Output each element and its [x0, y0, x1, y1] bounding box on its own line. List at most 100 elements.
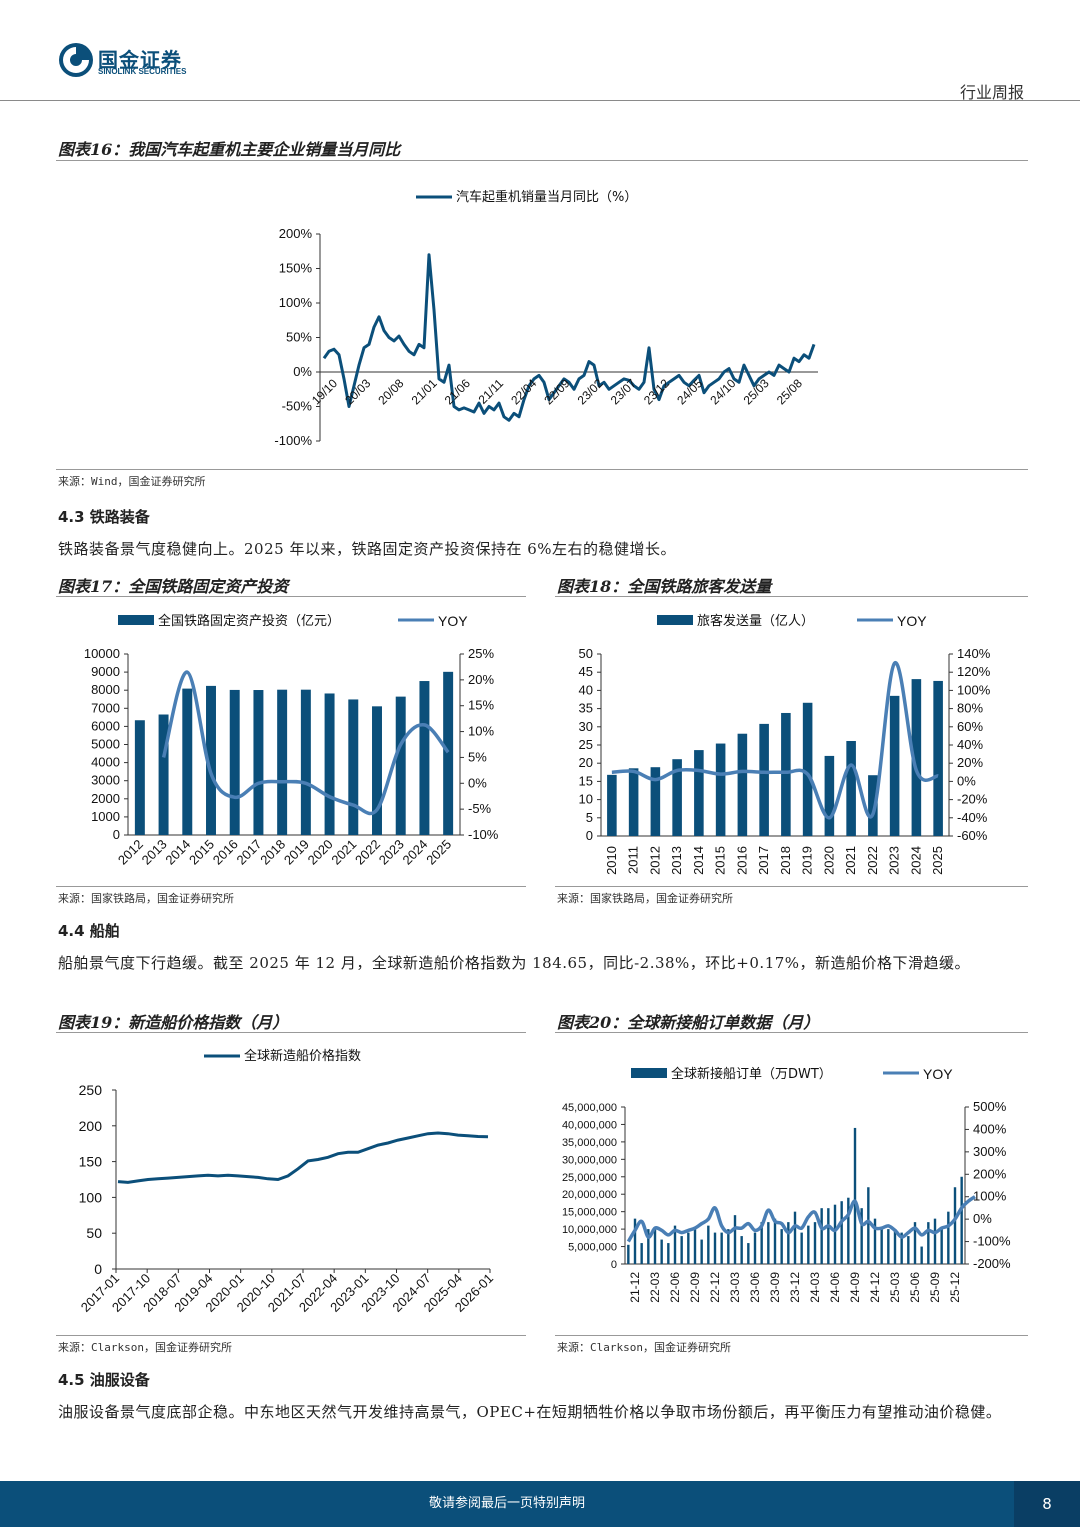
x-tick-label: 22-03	[648, 1272, 662, 1303]
y-right-tick-label: 500%	[973, 1099, 1007, 1114]
bar	[933, 1218, 937, 1264]
fig17-source-rule	[56, 886, 526, 887]
bar	[887, 1229, 890, 1264]
bar	[889, 695, 900, 836]
section-4-3-text: 铁路装备景气度稳健向上。2025 年以来，铁路固定资产投资保持在 6%左右的稳健…	[58, 540, 677, 558]
y-right-tick-label: -20%	[957, 792, 988, 807]
y-right-tick-label: 100%	[973, 1189, 1007, 1204]
bar	[348, 699, 359, 835]
legend-label: 全球新造船价格指数	[244, 1048, 361, 1064]
x-tick-label: 2015	[186, 837, 217, 868]
bar	[672, 759, 682, 836]
fig18-source-rule	[555, 886, 1028, 887]
bar	[737, 733, 748, 836]
bar	[846, 740, 856, 836]
fig20-chart: 全球新接船订单（万DWT） YOY 45,000,000 40,000,000 35,0…	[562, 1066, 1011, 1303]
bar	[940, 1229, 943, 1264]
bar	[868, 775, 878, 836]
bar	[660, 1239, 663, 1264]
bar	[927, 1222, 930, 1264]
bar	[647, 1229, 650, 1264]
y-left-tick-label: 20	[579, 755, 593, 770]
fig20-source: 来源：Clarkson，国金证券研究所	[557, 1341, 731, 1354]
y-right-tick-label: -5%	[468, 801, 492, 816]
bar	[607, 774, 617, 836]
y-right-tick-label: -40%	[957, 810, 988, 825]
bar	[747, 1243, 750, 1264]
bar	[182, 688, 193, 835]
x-tick-label: 25/03	[741, 376, 772, 407]
x-tick-label: 24-06	[828, 1272, 842, 1303]
x-tick-label: 2018	[778, 846, 793, 875]
fig16-rule	[56, 160, 1028, 161]
fig18-rule	[555, 596, 1028, 597]
x-tick-label: 2024	[399, 837, 430, 868]
bar	[833, 1204, 837, 1264]
y-left-tick-label: 9000	[91, 664, 120, 679]
y-left-tick-label: 3000	[91, 773, 120, 788]
bar	[372, 706, 382, 835]
legend-label-bar: 全球新接船订单（万DWT）	[671, 1066, 832, 1082]
y-tick-label: 200%	[279, 226, 313, 241]
x-tick-label: 2021	[328, 837, 359, 868]
bar	[824, 755, 835, 836]
legend-label-line: YOY	[897, 613, 927, 629]
bar	[759, 723, 769, 836]
fig19-source-rule	[56, 1335, 526, 1336]
footer-disclaimer[interactable]: 敬请参阅最后一页特别声明	[428, 1496, 585, 1511]
fig16-chart: 汽车起重机销量当月同比（%） 200% 150% 100% 50% 0% -50% -100%…	[274, 189, 818, 448]
y-left-tick-label: 30,000,000	[562, 1154, 617, 1166]
x-tick-label: 22-06	[668, 1272, 682, 1303]
y-right-tick-label: -10%	[468, 827, 499, 842]
fig16-title: 图表16：我国汽车起重机主要企业销量当月同比	[58, 140, 401, 159]
bar	[627, 1244, 630, 1264]
y-left-tick-label: 40,000,000	[562, 1119, 617, 1131]
x-tick-label: 2013	[669, 846, 684, 875]
fig18-chart: 旅客发送量（亿人） YOY50454035302520151050140%120%…	[579, 613, 991, 875]
fig19-source: 来源：Clarkson，国金证券研究所	[58, 1341, 232, 1354]
bar	[913, 1222, 917, 1264]
x-tick-label: 20/08	[375, 376, 406, 407]
bar	[277, 689, 288, 835]
y-left-tick-label: 0	[611, 1259, 617, 1271]
logo-icon	[59, 43, 93, 77]
x-tick-label: 2025	[423, 837, 454, 868]
bar	[780, 1229, 783, 1264]
y-left-tick-label: 10	[579, 792, 593, 807]
report-type: 行业周报	[959, 83, 1024, 102]
y-left-tick-label: 25,000,000	[562, 1172, 617, 1184]
bar	[907, 1236, 910, 1264]
x-tick-label: 25/08	[774, 376, 805, 407]
yoy-line	[161, 670, 450, 816]
y-left-tick-label: 1000	[91, 809, 120, 824]
y-tick-label: 100%	[279, 295, 313, 310]
fig19-chart: 全球新造船价格指数2502001501005002017-012017-1020…	[78, 1048, 496, 1315]
y-tick-label: 50	[86, 1225, 102, 1241]
bar	[760, 1222, 763, 1264]
bar	[680, 1236, 683, 1264]
yoy-line	[626, 1195, 976, 1243]
y-left-tick-label: 2000	[91, 791, 120, 806]
x-tick-label: 23-03	[728, 1272, 742, 1303]
x-tick-label: 2022	[352, 837, 383, 868]
x-tick-label: 2019	[281, 837, 312, 868]
y-left-tick-label: 45,000,000	[562, 1102, 617, 1114]
y-tick-label: 0	[94, 1261, 102, 1277]
section-4-3-heading: 4.3 铁路装备	[58, 508, 150, 526]
x-tick-label: 25-12	[948, 1272, 962, 1303]
bar	[640, 1243, 643, 1264]
x-tick-label: 23/07	[608, 376, 639, 407]
bar	[893, 1229, 897, 1264]
y-tick-label: 0%	[293, 364, 312, 379]
y-right-tick-label: 300%	[973, 1144, 1007, 1159]
x-tick-label: 2018	[257, 837, 288, 868]
y-left-tick-label: 5	[586, 810, 593, 825]
y-right-tick-label: 120%	[957, 664, 991, 679]
x-tick-label: 23-12	[788, 1272, 802, 1303]
y-right-tick-label: 0%	[957, 773, 976, 788]
bar	[667, 1243, 670, 1264]
bar	[727, 1229, 730, 1264]
y-right-tick-label: 40%	[957, 737, 983, 752]
bar	[740, 1236, 743, 1264]
y-left-tick-label: 5000	[91, 737, 120, 752]
